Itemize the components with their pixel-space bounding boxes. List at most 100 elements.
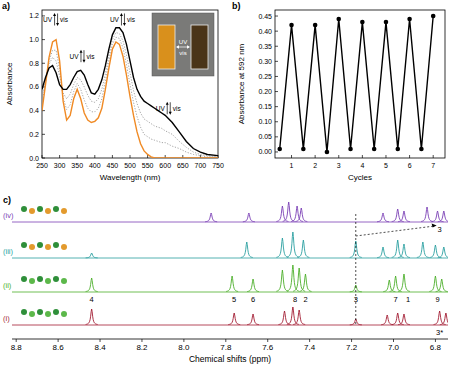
molecule-cartoon — [45, 278, 51, 284]
peak-label: 9 — [435, 295, 439, 304]
molecule-cartoon — [45, 244, 51, 250]
annotation-arrowhead — [120, 13, 123, 16]
nmr-peak — [381, 315, 393, 325]
y-tick-label: 0.8 — [29, 60, 39, 67]
annotation-arrowhead — [123, 23, 126, 26]
x-tick-label: 350 — [71, 162, 83, 169]
molecule-cartoon — [21, 309, 27, 315]
x-tick-label: 500 — [124, 162, 136, 169]
inset-photo — [152, 13, 214, 76]
data-point — [277, 147, 282, 152]
x-tick-label: 650 — [177, 162, 189, 169]
nmr-peak — [417, 242, 429, 257]
figure: 2503003504004505005506006507007500.00.20… — [0, 0, 450, 365]
x-tick — [58, 339, 59, 342]
series-group — [277, 14, 435, 155]
nmr-peak — [377, 213, 389, 222]
y-tick — [275, 16, 278, 17]
annotation-arrow — [80, 52, 81, 62]
y-tick-label: 0.15 — [258, 103, 272, 110]
y-tick — [275, 61, 278, 62]
x-tick — [267, 339, 268, 342]
molecule-cartoon — [45, 311, 51, 317]
data-point — [289, 23, 294, 28]
nmr-peak — [421, 207, 433, 222]
x-axis — [12, 339, 448, 340]
annotation-arrowhead — [79, 50, 82, 53]
data-point — [348, 147, 353, 152]
y-tick-label: 0.10 — [258, 118, 272, 125]
y-tick — [275, 91, 278, 92]
inset-arrowhead — [187, 45, 190, 49]
nmr-peak — [86, 253, 98, 258]
y-tick-label: 0.40 — [258, 28, 272, 35]
molecule-cartoon — [53, 276, 59, 282]
molecule-cartoon — [45, 208, 51, 214]
nmr-peak — [226, 276, 238, 291]
molecule-cartoon — [61, 311, 67, 317]
y-tick-label: 0.6 — [29, 83, 39, 90]
nmr-peak — [228, 313, 240, 325]
series-line — [280, 16, 433, 152]
x-tick-label: 7.2 — [346, 343, 358, 352]
molecule-cartoon — [61, 244, 67, 250]
data-point — [336, 17, 341, 22]
molecule-cartoon — [61, 278, 67, 284]
x-axis-title: Wavelength (nm) — [100, 173, 161, 182]
y-tick-label: 0.05 — [258, 133, 272, 140]
y-tick — [275, 136, 278, 137]
annotation-arrowhead — [82, 60, 85, 63]
annotation-arrowhead — [166, 102, 169, 105]
x-tick-label: 750 — [212, 162, 224, 169]
y-tick-label: 0.25 — [258, 73, 272, 80]
nmr-peak — [390, 276, 402, 291]
data-point — [384, 20, 389, 25]
x-tick-label: 250 — [36, 162, 48, 169]
x-tick-label: 4 — [360, 162, 364, 169]
x-tick — [435, 339, 436, 342]
y-tick — [275, 46, 278, 47]
panel-label: a) — [2, 1, 10, 11]
nmr-peak — [377, 247, 389, 258]
x-tick-label: 6.8 — [430, 343, 442, 352]
annotation-arrowhead — [56, 23, 59, 26]
y-tick-label: 0.20 — [258, 88, 272, 95]
y-tick-label: 0.35 — [258, 43, 272, 50]
guide-line — [355, 214, 356, 325]
nmr-peak — [287, 232, 299, 257]
nmr-peak — [398, 274, 410, 291]
x-tick — [130, 155, 131, 158]
nmr-peak — [247, 314, 259, 325]
plot-frame — [42, 10, 218, 158]
x-tick — [409, 155, 410, 158]
x-axis-title: Chemical shifts (ppm) — [189, 354, 271, 364]
annotation-arrow — [170, 102, 171, 112]
y-tick — [275, 151, 278, 152]
y-tick — [275, 106, 278, 107]
x-tick — [291, 155, 292, 158]
guide-arrow — [356, 226, 435, 236]
annotation-label: UV — [110, 16, 120, 23]
peak-label: 3 — [438, 225, 442, 234]
nmr-peak — [429, 245, 441, 258]
x-tick-label: 6 — [408, 162, 412, 169]
x-tick-label: 700 — [195, 162, 207, 169]
data-point — [395, 147, 400, 152]
trace-label: (iv) — [3, 211, 14, 220]
annotation-arrow — [83, 50, 84, 60]
x-tick — [141, 339, 142, 342]
data-point — [301, 147, 306, 152]
molecule-cartoon — [53, 206, 59, 212]
data-point — [360, 20, 365, 25]
vial-after — [191, 25, 208, 69]
x-tick-label: 400 — [89, 162, 101, 169]
peak-label: 6 — [251, 295, 255, 304]
x-tick-label: 7.0 — [388, 343, 400, 352]
x-tick-label: 2 — [313, 162, 317, 169]
y-axis-title: Absorbance at 592 nm — [237, 43, 246, 124]
molecule-cartoon — [37, 276, 43, 282]
peak-label: 8 — [293, 295, 297, 304]
trace-label: (ii) — [3, 281, 12, 290]
y-tick — [42, 158, 45, 159]
molecule-cartoon — [61, 208, 67, 214]
